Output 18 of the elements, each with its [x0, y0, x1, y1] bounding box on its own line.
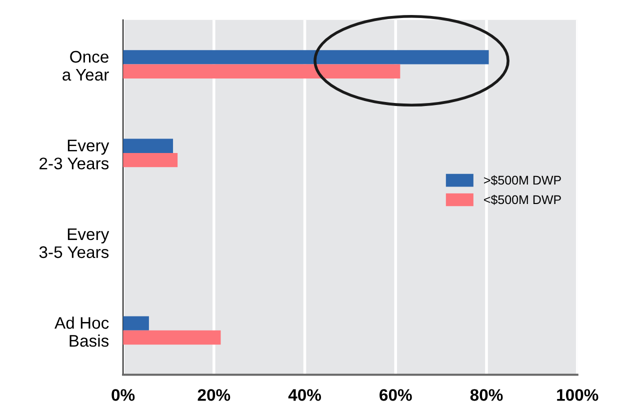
y-tick-label: Every 3-5 Years	[39, 228, 110, 258]
x-tick-label: 100%	[557, 389, 598, 401]
bar	[123, 138, 174, 153]
bar	[123, 316, 149, 330]
x-tick-label: 0%	[112, 389, 135, 401]
y-tick-label: Once a Year	[62, 50, 109, 81]
x-tick-label: 20%	[198, 389, 230, 401]
legend-label: <$500M DWP	[484, 194, 561, 205]
bar	[123, 64, 400, 78]
legend-label: >$500M DWP	[484, 175, 561, 186]
x-tick-label: 60%	[380, 389, 412, 401]
bar	[123, 152, 178, 168]
bar	[123, 50, 489, 64]
x-tick-label: 40%	[288, 389, 322, 401]
y-tick-label: Ad Hoc Basis	[54, 316, 109, 347]
x-tick-label: 80%	[470, 389, 503, 401]
bar	[123, 330, 221, 345]
y-tick-label: Every 2-3 Years	[40, 140, 110, 170]
